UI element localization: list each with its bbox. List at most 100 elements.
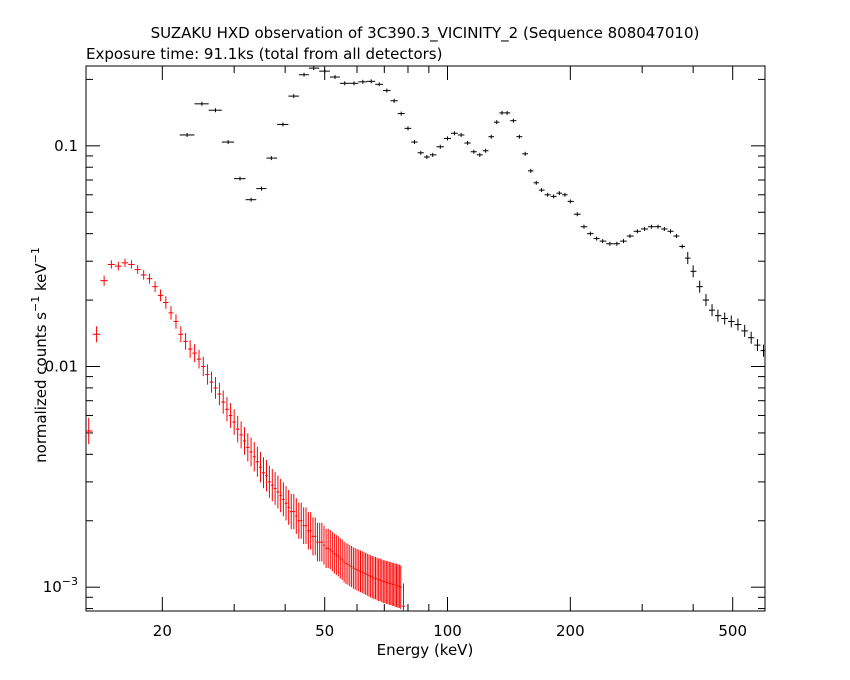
data-point (394, 563, 396, 607)
data-point (232, 409, 236, 435)
data-point (183, 333, 188, 350)
data-point (417, 150, 424, 155)
data-point (402, 583, 405, 611)
data-point (747, 331, 755, 344)
data-point (221, 140, 235, 145)
data-point (522, 151, 528, 156)
data-point (213, 377, 218, 399)
data-point (173, 314, 179, 329)
data-point (364, 552, 367, 595)
data-point (252, 442, 256, 472)
data-point (178, 326, 184, 343)
data-point (225, 397, 229, 422)
data-point (626, 234, 634, 239)
data-point (374, 556, 377, 600)
data-point (741, 324, 748, 337)
data-point (423, 154, 430, 159)
data-point (308, 66, 320, 71)
data-point (696, 280, 703, 293)
data-point (196, 349, 202, 369)
data-point (654, 224, 662, 229)
data-point (298, 72, 309, 77)
data-point (450, 131, 458, 136)
data-point (187, 340, 193, 358)
y-axis-label-main: normalized counts s (32, 312, 50, 463)
data-point (322, 525, 326, 565)
data-point (316, 522, 319, 562)
data-point (361, 551, 364, 594)
data-point (587, 231, 594, 236)
data-point (92, 326, 101, 343)
x-tick-label: 100 (433, 622, 462, 640)
data-point (245, 197, 257, 202)
data-point (371, 556, 374, 599)
y-axis-ticks: 0.1 0.01 10−3 (43, 78, 765, 610)
data-point (320, 522, 323, 562)
x-tick-label: 50 (315, 622, 334, 640)
y-tick-label-base: 10 (43, 578, 62, 596)
data-point (300, 502, 303, 539)
data-point (261, 457, 265, 489)
data-point (350, 545, 353, 588)
data-point (538, 188, 545, 193)
data-point (714, 309, 722, 322)
data-point (86, 417, 93, 445)
data-point (179, 132, 195, 137)
data-point (192, 344, 197, 363)
data-point (599, 239, 607, 244)
data-point (580, 224, 588, 229)
data-point (157, 289, 164, 302)
data-point (329, 75, 340, 80)
data-point (383, 88, 391, 93)
data-point (249, 437, 253, 467)
data-point (493, 120, 500, 125)
x-axis-ticks: 20 50 100 200 500 (153, 66, 766, 640)
data-point (208, 108, 222, 113)
data-point (256, 186, 267, 191)
data-point (673, 234, 680, 239)
data-point (235, 416, 240, 443)
data-point (684, 252, 691, 265)
data-point (562, 192, 568, 197)
data-point (382, 560, 385, 604)
y-tick-label-exp: −3 (62, 575, 78, 588)
data-point (556, 191, 563, 196)
data-point (348, 545, 351, 587)
data-point (375, 82, 384, 87)
data-point (146, 273, 153, 284)
data-point (194, 101, 209, 106)
data-point (288, 94, 299, 99)
data-point (366, 553, 369, 596)
data-point (276, 475, 280, 509)
plot-frame (85, 65, 766, 612)
data-point (343, 541, 346, 583)
data-point (504, 110, 511, 115)
data-point (679, 244, 685, 249)
data-point (436, 144, 444, 149)
data-point (352, 547, 355, 589)
data-point (647, 224, 655, 229)
data-point (258, 451, 262, 483)
data-point (550, 194, 557, 199)
data-point (114, 261, 122, 271)
data-point (346, 543, 349, 585)
data-point (533, 180, 539, 185)
chart-title: SUZAKU HXD observation of 3C390.3_VICINI… (151, 24, 700, 43)
data-point (397, 111, 405, 116)
data-point (470, 149, 477, 154)
data-point (267, 465, 271, 498)
data-point (667, 229, 674, 234)
data-point (429, 152, 437, 157)
data-point (640, 226, 648, 231)
data-point (273, 472, 277, 505)
data-point (400, 565, 403, 609)
data-point (380, 559, 383, 603)
data-point (369, 555, 372, 598)
x-tick-label: 500 (718, 622, 747, 640)
x-tick-label: 200 (556, 622, 585, 640)
data-point (620, 239, 627, 244)
x-tick-label: 20 (153, 622, 172, 640)
data-point (379, 558, 381, 602)
data-point (366, 79, 376, 84)
